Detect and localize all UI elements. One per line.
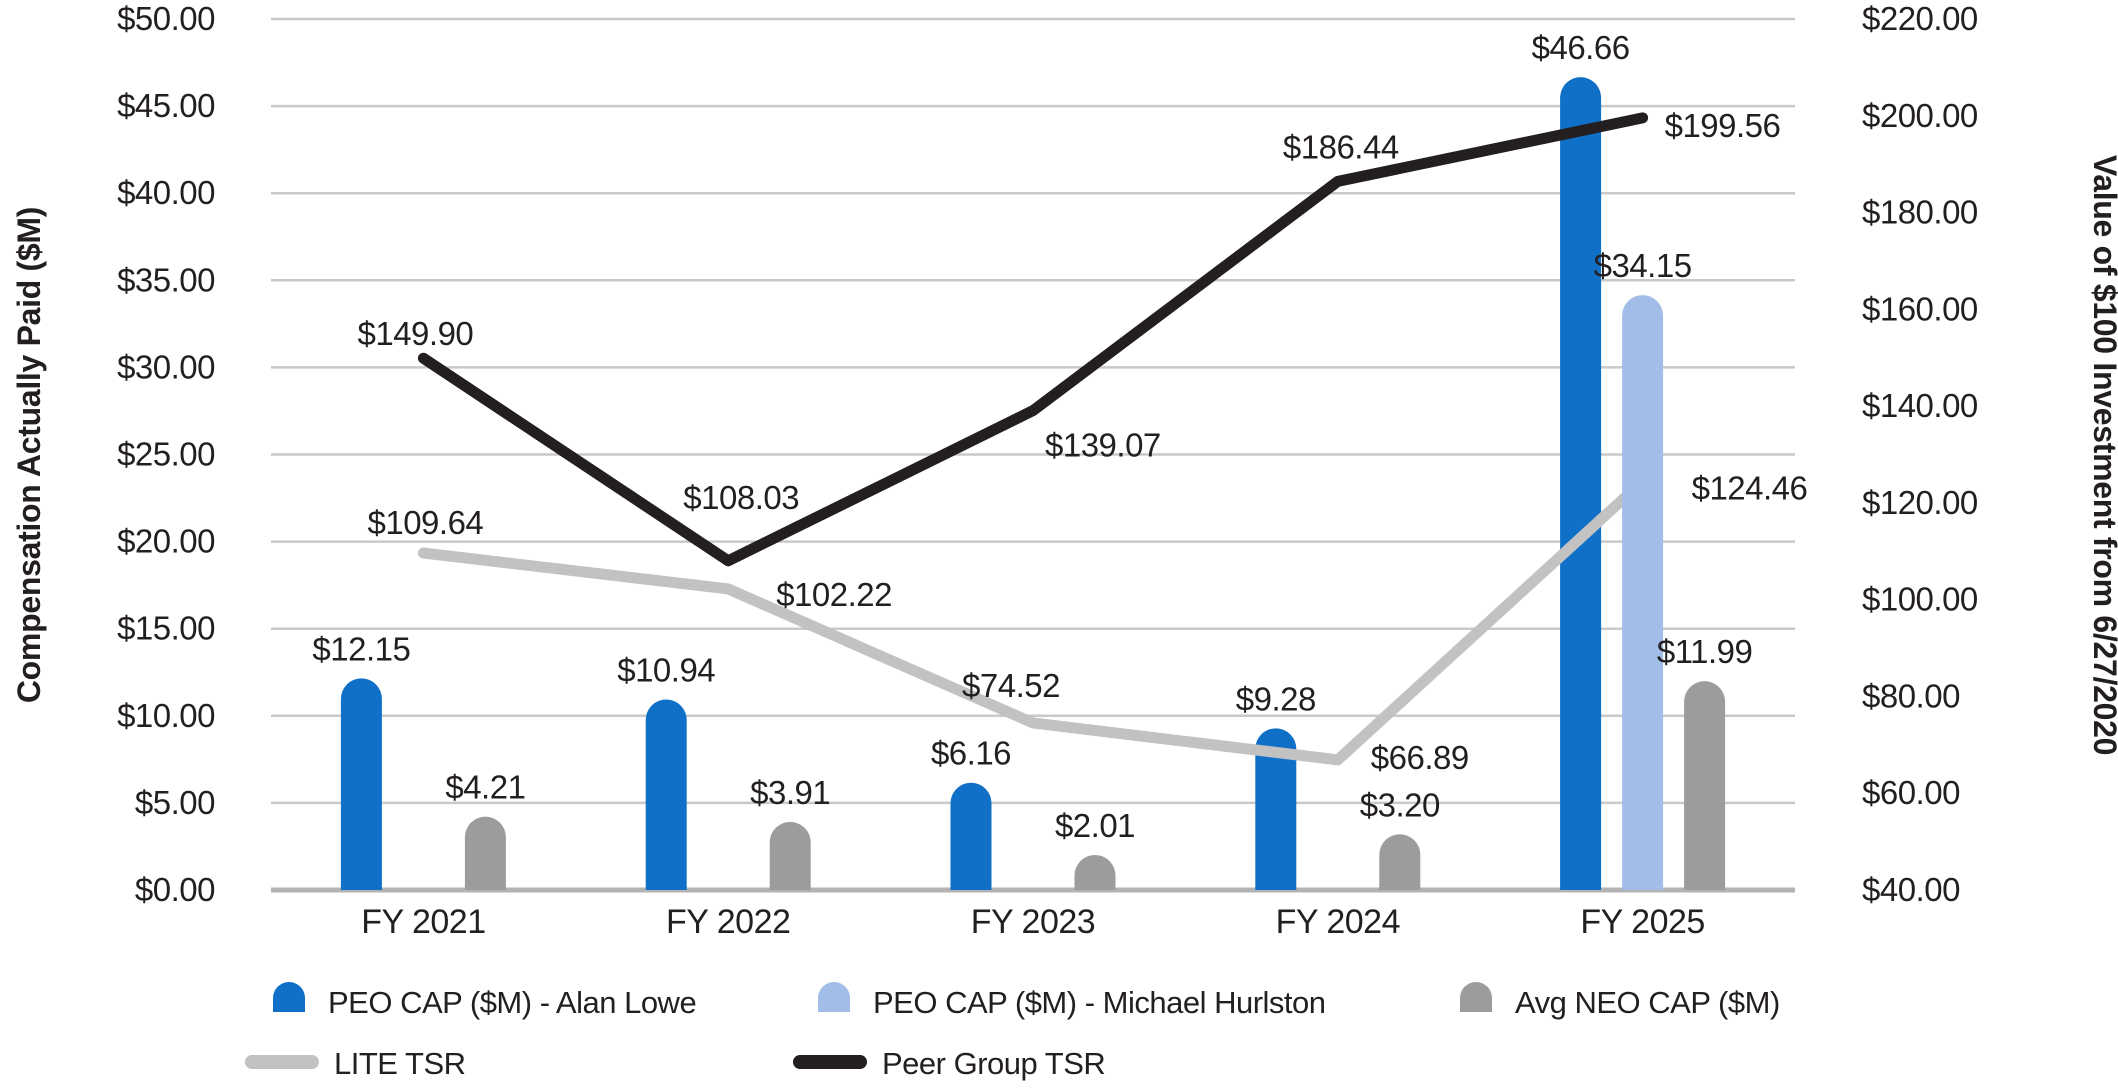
left-axis-tick-label: $30.00 bbox=[117, 348, 215, 385]
x-axis-category-label: FY 2025 bbox=[1580, 903, 1704, 941]
right-axis-tick-label: $160.00 bbox=[1862, 290, 1978, 327]
bar bbox=[1379, 834, 1421, 890]
gridlines-layer bbox=[271, 17, 1795, 893]
bar bbox=[340, 678, 382, 890]
left-axis-tick-label: $15.00 bbox=[117, 610, 215, 647]
legend-label-peer-group-tsr: Peer Group TSR bbox=[882, 1046, 1105, 1081]
line-value-label: $149.90 bbox=[358, 315, 474, 352]
bar-value-label: $11.99 bbox=[1657, 633, 1752, 670]
data-labels-layer: $12.15 $10.94 $6.16 $9.28 $46.66 $34.15 $4.21 $… bbox=[312, 29, 1807, 844]
line-value-label: $102.22 bbox=[776, 576, 892, 613]
right-axis-tick-label: $100.00 bbox=[1862, 581, 1978, 618]
right-axis-tick-label: $140.00 bbox=[1862, 387, 1978, 424]
right-axis-tick-label: $40.00 bbox=[1862, 871, 1960, 908]
left-axis-tick-label: $10.00 bbox=[117, 697, 215, 734]
legend-label-alan-lowe: PEO CAP ($M) - Alan Lowe bbox=[328, 985, 696, 1020]
bar-value-label: $3.20 bbox=[1360, 786, 1440, 823]
bar bbox=[1560, 77, 1602, 890]
legend-label-michael-hurlston: PEO CAP ($M) - Michael Hurlston bbox=[873, 985, 1326, 1020]
left-axis-tick-label: $35.00 bbox=[117, 261, 215, 298]
legend-label-lite-tsr: LITE TSR bbox=[334, 1046, 466, 1081]
legend-item-lite-tsr: LITE TSR bbox=[245, 1046, 466, 1081]
line-value-label: $66.89 bbox=[1371, 739, 1469, 776]
line-value-label: $199.56 bbox=[1665, 107, 1781, 144]
left-axis-tick-label: $45.00 bbox=[117, 87, 215, 124]
left-axis-tick-label: $25.00 bbox=[117, 436, 215, 473]
bar bbox=[1622, 295, 1664, 890]
line-value-label: $108.03 bbox=[683, 479, 799, 516]
right-axis-title: Value of $100 Investment from 6/27/2020 bbox=[2087, 155, 2118, 755]
bar-value-label: $6.16 bbox=[931, 735, 1011, 772]
right-axis-tick-label: $200.00 bbox=[1862, 97, 1978, 134]
line-value-label: $109.64 bbox=[368, 504, 484, 541]
axis-ticks-layer: $0.00 $5.00 $10.00 $15.00 $20.00 $25.00 $30.00… bbox=[117, 0, 1978, 941]
left-axis-title: Compensation Actually Paid ($M) bbox=[11, 207, 47, 703]
right-axis-tick-label: $80.00 bbox=[1862, 677, 1960, 714]
legend-marker-alan-lowe-bar bbox=[273, 982, 305, 1012]
right-axis-tick-label: $220.00 bbox=[1862, 0, 1978, 37]
legend-item-peer-group-tsr: Peer Group TSR bbox=[793, 1046, 1106, 1081]
bar-value-label: $9.28 bbox=[1236, 680, 1316, 717]
line-value-label: $74.52 bbox=[962, 667, 1060, 704]
bar bbox=[950, 782, 992, 890]
bar-value-label: $2.01 bbox=[1055, 807, 1135, 844]
bar-value-label: $3.91 bbox=[750, 774, 830, 811]
x-axis-category-label: FY 2021 bbox=[361, 903, 485, 941]
legend-item-peo-cap-alan-lowe: PEO CAP ($M) - Alan Lowe bbox=[273, 982, 697, 1020]
bar bbox=[1684, 681, 1726, 890]
bar-value-label: $46.66 bbox=[1532, 29, 1630, 66]
line-value-label: $139.07 bbox=[1045, 427, 1161, 464]
legend-item-avg-neo-cap: Avg NEO CAP ($M) bbox=[1460, 982, 1780, 1020]
bar bbox=[1255, 728, 1297, 890]
legend-label-avg-neo: Avg NEO CAP ($M) bbox=[1515, 985, 1780, 1020]
bar-value-label: $10.94 bbox=[617, 651, 715, 688]
left-axis-tick-label: $5.00 bbox=[135, 784, 215, 821]
x-axis-category-label: FY 2023 bbox=[971, 903, 1095, 941]
line-value-label: $186.44 bbox=[1283, 128, 1399, 165]
peer-group-tsr-line bbox=[417, 112, 1649, 567]
left-axis-tick-label: $50.00 bbox=[117, 0, 215, 37]
tsr-lines-layer bbox=[417, 112, 1649, 766]
bar bbox=[464, 816, 506, 890]
x-axis-category-label: FY 2024 bbox=[1276, 903, 1400, 941]
right-axis-tick-label: $120.00 bbox=[1862, 484, 1978, 521]
bar bbox=[1074, 854, 1116, 890]
bars-layer bbox=[340, 77, 1726, 890]
bars-overlay-layer bbox=[1622, 295, 1664, 890]
legend: PEO CAP ($M) - Alan Lowe PEO CAP ($M) - … bbox=[245, 982, 1780, 1081]
legend-marker-avg-neo-bar bbox=[1460, 982, 1492, 1012]
x-axis-category-label: FY 2022 bbox=[666, 903, 790, 941]
left-axis-tick-label: $0.00 bbox=[135, 871, 215, 908]
bar-value-label: $4.21 bbox=[445, 769, 525, 806]
legend-item-peo-cap-michael-hurlston: PEO CAP ($M) - Michael Hurlston bbox=[818, 982, 1326, 1020]
lite-tsr-line bbox=[417, 475, 1649, 766]
left-axis-tick-label: $20.00 bbox=[117, 523, 215, 560]
bar bbox=[645, 699, 687, 890]
right-axis-tick-label: $180.00 bbox=[1862, 194, 1978, 231]
right-axis-tick-label: $60.00 bbox=[1862, 774, 1960, 811]
left-axis-tick-label: $40.00 bbox=[117, 174, 215, 211]
bar-value-label: $12.15 bbox=[312, 630, 410, 667]
bar bbox=[769, 821, 811, 890]
bar-value-label: $34.15 bbox=[1594, 247, 1692, 284]
line-value-label: $124.46 bbox=[1692, 469, 1808, 506]
legend-marker-michael-hurlston-bar bbox=[818, 982, 850, 1012]
